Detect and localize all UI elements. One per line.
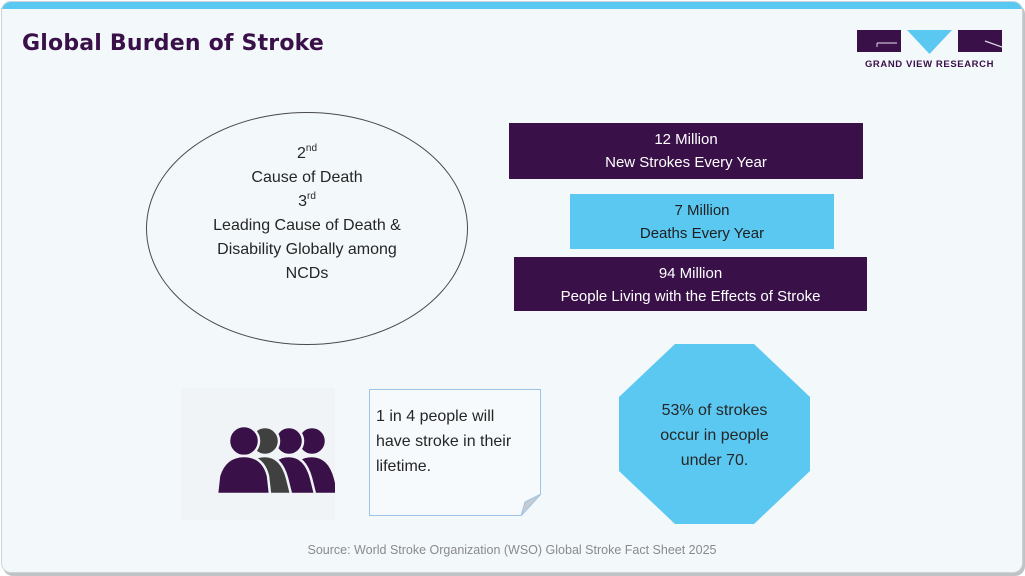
under-70-octagon — [619, 344, 810, 524]
rank-third-label-line2: Disability Globally among — [217, 241, 397, 258]
folded-corner-icon — [521, 494, 541, 516]
top-accent-bar — [2, 2, 1022, 9]
stat-label: Deaths Every Year — [639, 225, 765, 242]
stat-new-strokes: 12 Million New Strokes Every Year — [509, 123, 863, 179]
people-group-icon — [215, 424, 341, 496]
people-icon-container — [181, 388, 341, 520]
rank-third: 3 — [298, 193, 307, 210]
under-70-text: 53% of strokes occur in people under 70. — [619, 398, 810, 473]
rank-second: 2 — [296, 145, 306, 162]
octagon-line1: 53% of strokes — [661, 402, 768, 419]
stat-deaths: 7 Million Deaths Every Year — [570, 194, 834, 249]
rank-second-label: Cause of Death — [251, 169, 363, 186]
note-line3: lifetime. — [376, 458, 432, 475]
stat-label: New Strokes Every Year — [605, 154, 767, 171]
stat-label: People Living with the Effects of Stroke — [560, 288, 821, 305]
stat-value: 12 Million — [654, 131, 718, 148]
rank-second-suffix: nd — [305, 143, 318, 154]
note-line2: have stroke in their — [376, 433, 512, 450]
rank-third-suffix: rd — [307, 191, 316, 202]
source-citation: Source: World Stroke Organization (WSO) … — [307, 543, 717, 557]
gvr-logo-icon — [857, 30, 1003, 54]
stat-value: 7 Million — [674, 202, 730, 219]
stat-people-living: 94 Million People Living with the Effect… — [514, 257, 867, 311]
lifetime-risk-note: 1 in 4 people will have stroke in their … — [369, 389, 541, 516]
note-text: 1 in 4 people will have stroke in their … — [376, 404, 536, 479]
rank-third-label-line1: Leading Cause of Death & — [213, 217, 401, 234]
page-title: Global Burden of Stroke — [22, 31, 325, 56]
cause-of-death-ellipse — [146, 112, 468, 345]
cause-of-death-text: 2nd Cause of Death 3rd Leading Cause of … — [146, 142, 468, 286]
grand-view-research-logo: GRAND VIEW RESEARCH — [857, 30, 1003, 72]
stat-value: 94 Million — [658, 265, 723, 282]
logo-text: GRAND VIEW RESEARCH — [864, 59, 995, 70]
note-line1: 1 in 4 people will — [376, 408, 495, 425]
octagon-line3: under 70. — [680, 452, 749, 469]
octagon-line2: occur in people — [660, 427, 769, 444]
rank-third-label-line3: NCDs — [285, 265, 329, 282]
